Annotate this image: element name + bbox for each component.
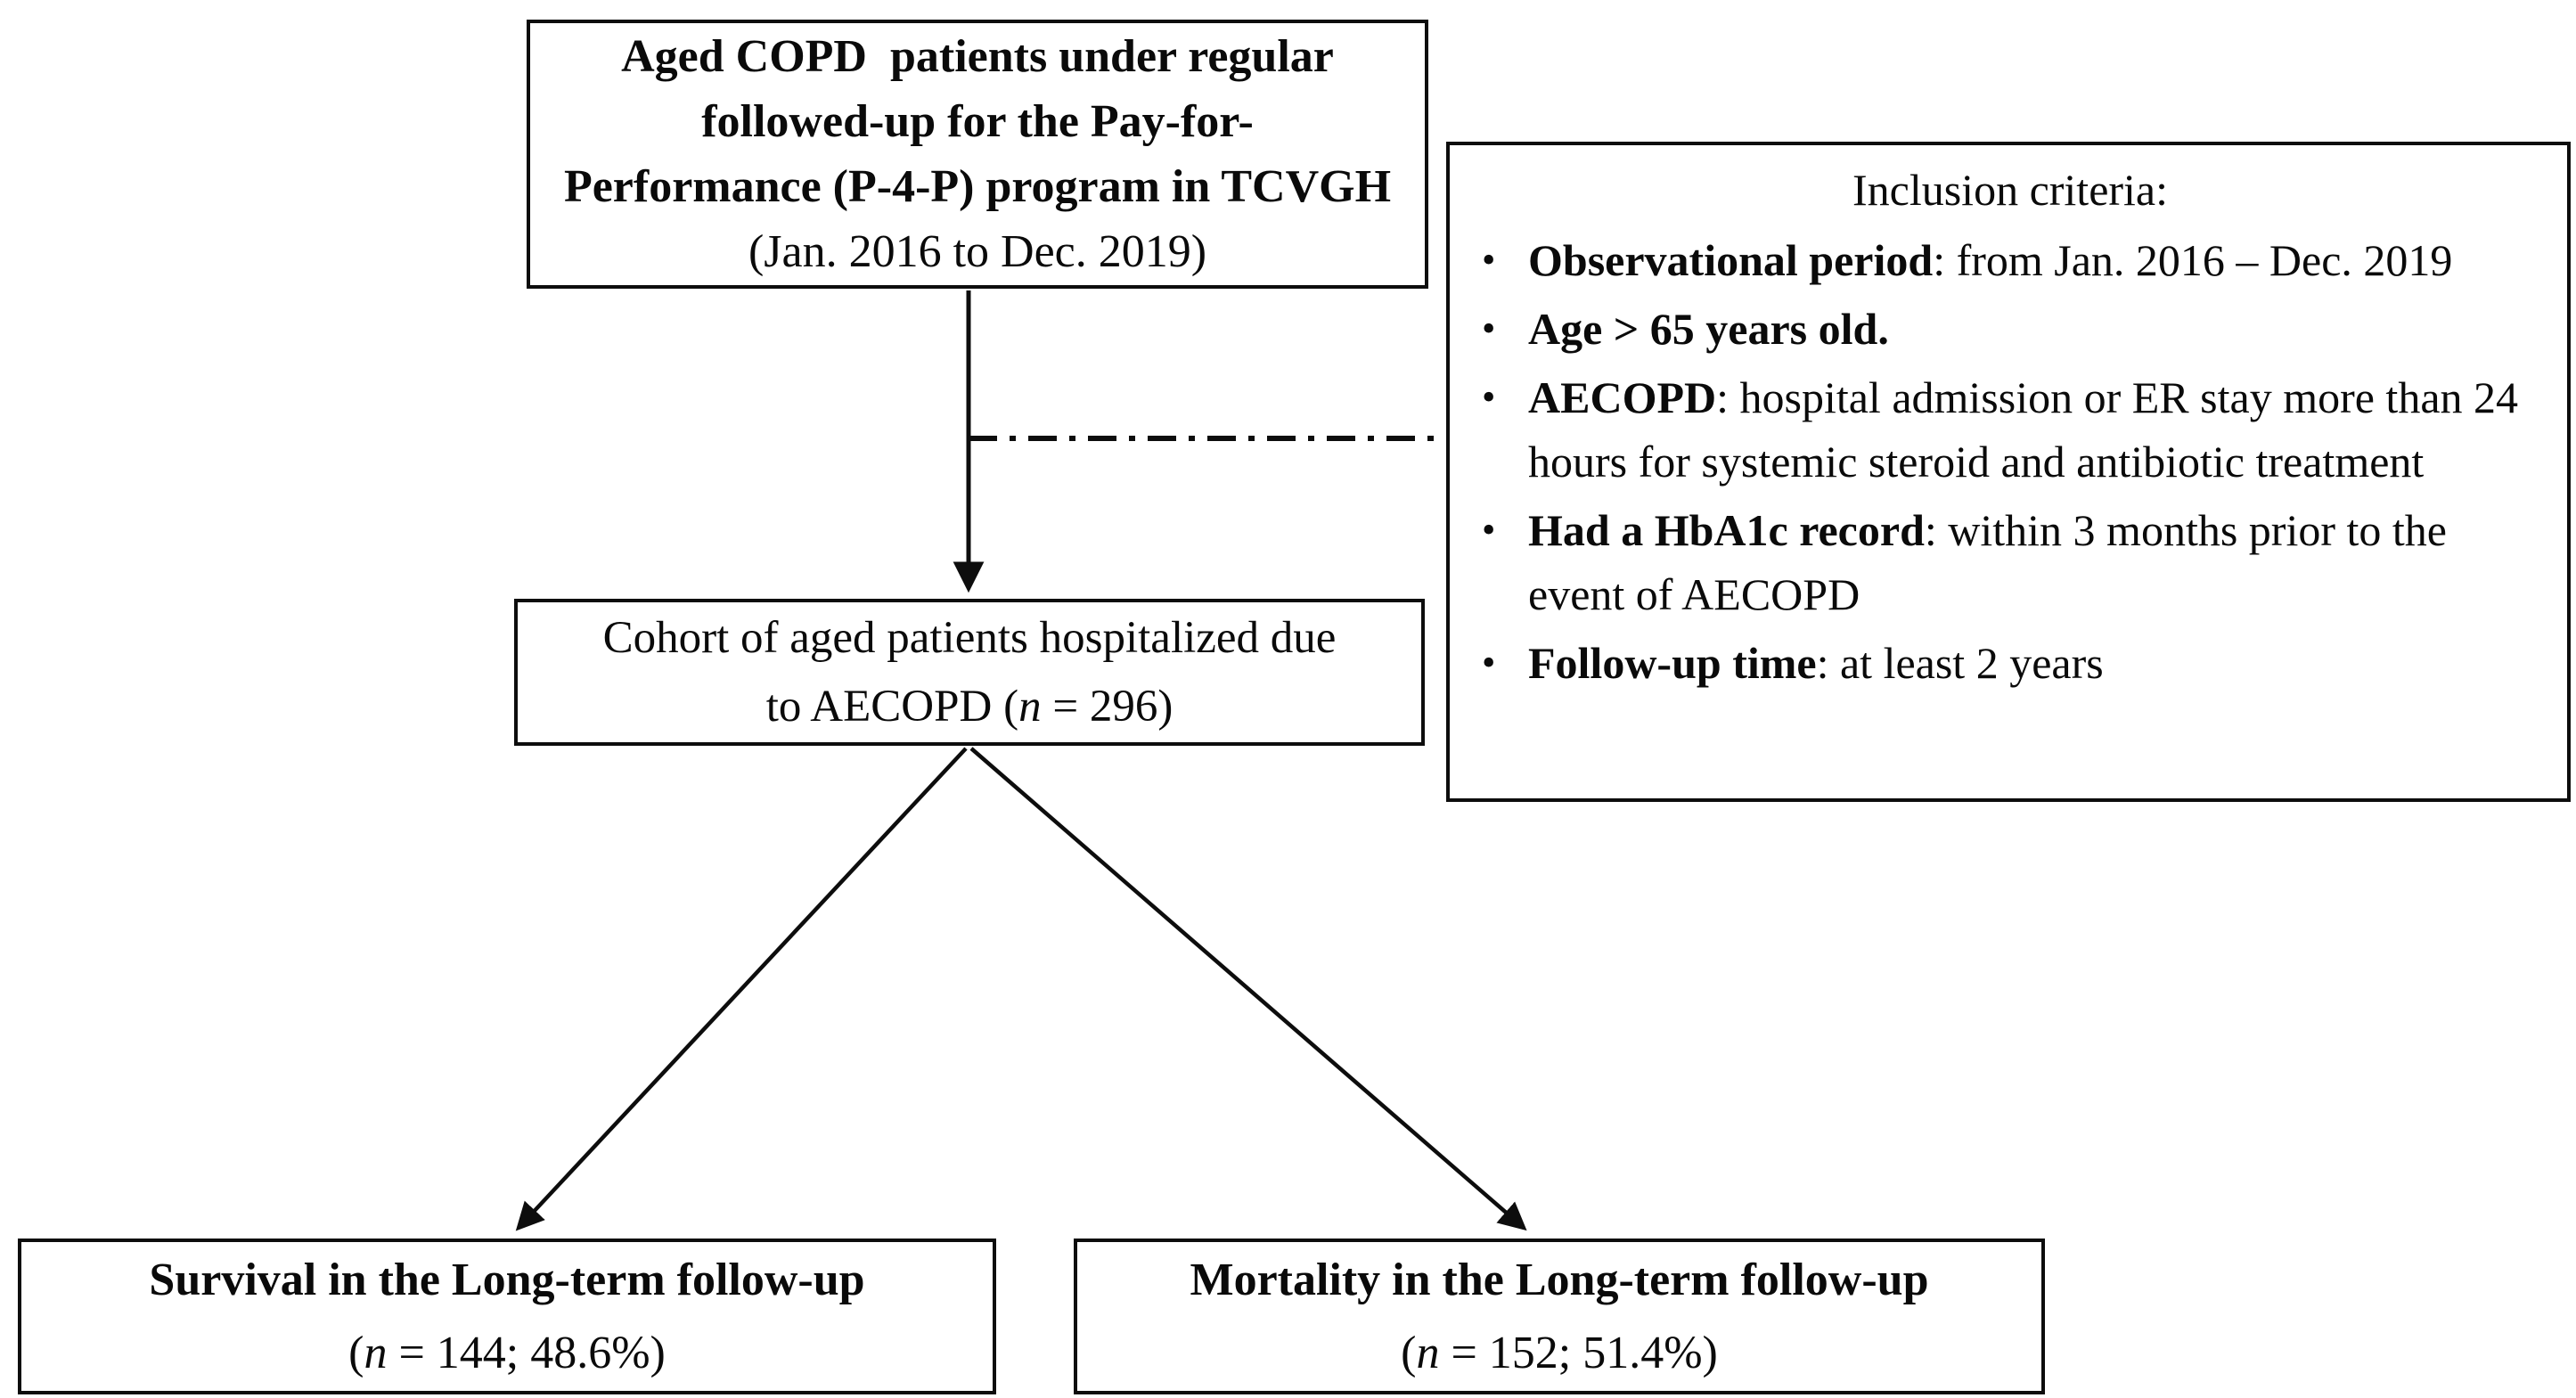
inclusion-criteria-title: Inclusion criteria: bbox=[1852, 165, 2169, 215]
cohort-line1: Cohort of aged patients hospitalized due bbox=[602, 612, 1337, 663]
bullet-age: • Age > 65 years old. bbox=[1476, 297, 2544, 361]
bullet-text: : within 3 months prior to the event of … bbox=[1528, 505, 2447, 619]
bullet-marker: • bbox=[1482, 307, 1496, 350]
bullet-text: : hospital admission or ER stay more tha… bbox=[1528, 372, 2519, 486]
bullet-marker: • bbox=[1482, 375, 1496, 419]
bullet-text: : from Jan. 2016 – Dec. 2019 bbox=[1933, 235, 2453, 285]
survival-box: Survival in the Long-term follow-up (n =… bbox=[18, 1239, 996, 1394]
bullet-label: Observational period bbox=[1528, 235, 1934, 285]
cohort-count-line: to AECOPD (n = 296) bbox=[765, 681, 1174, 732]
top-box-p4p-program: Aged COPD patients under regular followe… bbox=[527, 20, 1428, 289]
bullet-observational-period: • Observational period: from Jan. 2016 –… bbox=[1476, 228, 2544, 292]
n-variable: n bbox=[364, 1327, 388, 1378]
n-variable: n bbox=[1018, 681, 1042, 732]
inclusion-criteria-box: Inclusion criteria: • Observational peri… bbox=[1446, 142, 2571, 802]
mortality-count-line: (n = 152; 51.4%) bbox=[1401, 1327, 1718, 1378]
mortality-box: Mortality in the Long-term follow-up (n … bbox=[1074, 1239, 2045, 1394]
n-variable: n bbox=[1416, 1327, 1440, 1378]
bullet-aecopd: • AECOPD: hospital admission or ER stay … bbox=[1476, 365, 2544, 494]
bullet-hba1c-record: • Had a HbA1c record: within 3 months pr… bbox=[1476, 498, 2544, 626]
top-box-line3: Performance (P-4-P) program in TCVGH bbox=[563, 161, 1392, 212]
mortality-title: Mortality in the Long-term follow-up bbox=[1190, 1254, 1929, 1305]
top-box-line1: Aged COPD patients under regular bbox=[621, 31, 1334, 82]
bullet-label: Age > 65 years old. bbox=[1528, 304, 1889, 354]
survival-title: Survival in the Long-term follow-up bbox=[149, 1254, 865, 1305]
bullet-marker: • bbox=[1482, 641, 1496, 684]
bullet-label: Had a HbA1c record bbox=[1528, 505, 1925, 555]
arrow-cohort-to-survival bbox=[515, 747, 968, 1231]
bullet-label: Follow-up time bbox=[1528, 638, 1817, 688]
survival-count-line: (n = 144; 48.6%) bbox=[348, 1327, 666, 1378]
bullet-label: AECOPD bbox=[1528, 372, 1717, 422]
bullet-marker: • bbox=[1482, 508, 1496, 552]
arrow-cohort-to-mortality bbox=[969, 747, 1527, 1231]
cohort-box: Cohort of aged patients hospitalized due… bbox=[514, 599, 1425, 746]
bullet-text: : at least 2 years bbox=[1816, 638, 2104, 688]
bullet-follow-up-time: • Follow-up time: at least 2 years bbox=[1476, 631, 2544, 695]
top-box-line2: followed-up for the Pay-for- bbox=[701, 96, 1254, 147]
top-box-date-range: (Jan. 2016 to Dec. 2019) bbox=[748, 226, 1207, 277]
bullet-marker: • bbox=[1482, 238, 1496, 282]
